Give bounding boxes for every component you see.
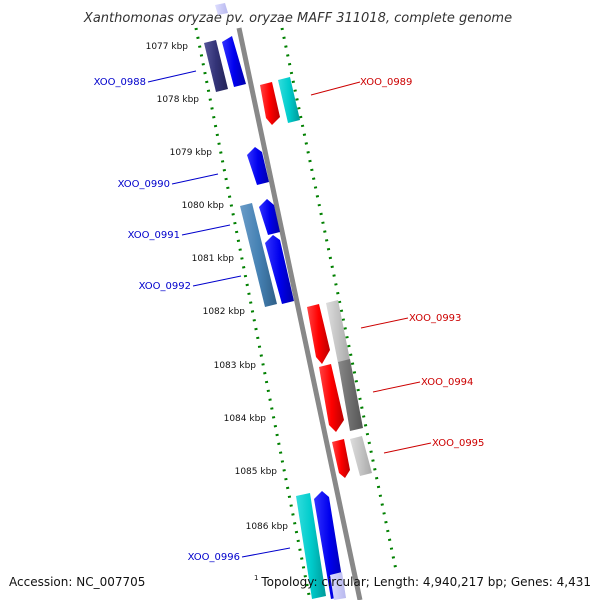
gene-XOO_0988[interactable] — [204, 36, 246, 92]
cog-box — [338, 359, 363, 431]
leader-line — [192, 275, 242, 287]
gene-arrow — [222, 36, 246, 87]
gene-label-XOO_0994[interactable]: XOO_0994 — [421, 377, 473, 388]
tick-label: 1077 kbp — [146, 42, 189, 52]
tick-label: 1079 kbp — [170, 148, 213, 158]
gene-XOO_0989[interactable] — [260, 77, 300, 125]
gene-XOO_0990[interactable] — [247, 147, 269, 185]
gene-label-XOO_0996[interactable]: XOO_0996 — [188, 552, 240, 563]
gene-arrow — [307, 304, 330, 364]
gene-label-XOO_0993[interactable]: XOO_0993 — [409, 313, 461, 324]
leader-line — [241, 547, 291, 558]
leader-line — [147, 70, 197, 83]
footnote-marker: 1 — [254, 574, 258, 582]
tick-label: 1083 kbp — [214, 361, 257, 371]
gene-arrow — [247, 147, 269, 185]
cog-box — [240, 203, 277, 307]
gene-labels: XOO_0988 XOO_0989 XOO_0990 XOO_0991 XOO_… — [94, 77, 485, 563]
leader-line — [181, 224, 231, 236]
tick-label: 1082 kbp — [203, 307, 246, 317]
kbp-ticks: 1077 kbp 1078 kbp 1079 kbp 1080 kbp 1081… — [146, 42, 289, 532]
gene-arrow-shade — [330, 572, 346, 600]
cog-box — [278, 77, 300, 123]
cog-box — [204, 40, 228, 92]
gene-label-XOO_0988[interactable]: XOO_0988 — [94, 77, 146, 88]
cog-box — [296, 493, 326, 599]
gene-XOO_0991[interactable] — [259, 199, 280, 235]
leader-line — [171, 173, 219, 185]
gene-arrow — [319, 364, 344, 432]
gene-arrow — [260, 82, 280, 125]
tick-label: 1084 kbp — [224, 414, 267, 424]
gene-XOO_0996[interactable] — [296, 491, 346, 600]
accession-text: Accession: NC_007705 — [9, 575, 145, 589]
gene-arrow — [259, 199, 280, 235]
gene-XOO_0992[interactable] — [240, 203, 294, 307]
gene-arrow — [265, 235, 294, 304]
tick-label: 1078 kbp — [157, 95, 200, 105]
topology-text: Topology: circular; Length: 4,940,217 bp… — [260, 575, 591, 589]
gene-arrow — [314, 491, 345, 599]
gene-label-XOO_0992[interactable]: XOO_0992 — [139, 281, 191, 292]
tick-label: 1086 kbp — [246, 522, 289, 532]
leader-line — [310, 81, 361, 96]
gene-label-XOO_0991[interactable]: XOO_0991 — [128, 230, 180, 241]
gene-label-XOO_0989[interactable]: XOO_0989 — [360, 77, 412, 88]
leader-line — [372, 381, 421, 393]
leader-line — [360, 317, 409, 329]
gene-XOO_0993[interactable] — [307, 300, 350, 364]
gene-label-XOO_0990[interactable]: XOO_0990 — [118, 179, 170, 190]
cog-box — [350, 436, 372, 476]
gene-XOO_0994[interactable] — [319, 359, 363, 432]
genome-backbone — [236, 27, 363, 600]
leader-line — [383, 442, 432, 454]
map-title: Xanthomonas oryzae pv. oryzae MAFF 31101… — [83, 11, 512, 26]
tick-label: 1081 kbp — [192, 254, 235, 264]
tick-label: 1080 kbp — [182, 201, 225, 211]
gene-arrow — [332, 439, 350, 478]
cog-box — [326, 300, 350, 363]
tick-label: 1085 kbp — [235, 467, 278, 477]
gene-XOO_0995[interactable] — [332, 436, 372, 478]
gene-label-XOO_0995[interactable]: XOO_0995 — [432, 438, 484, 449]
gene-fragment-top — [215, 3, 228, 15]
gc-skew-rail-left — [194, 27, 312, 600]
